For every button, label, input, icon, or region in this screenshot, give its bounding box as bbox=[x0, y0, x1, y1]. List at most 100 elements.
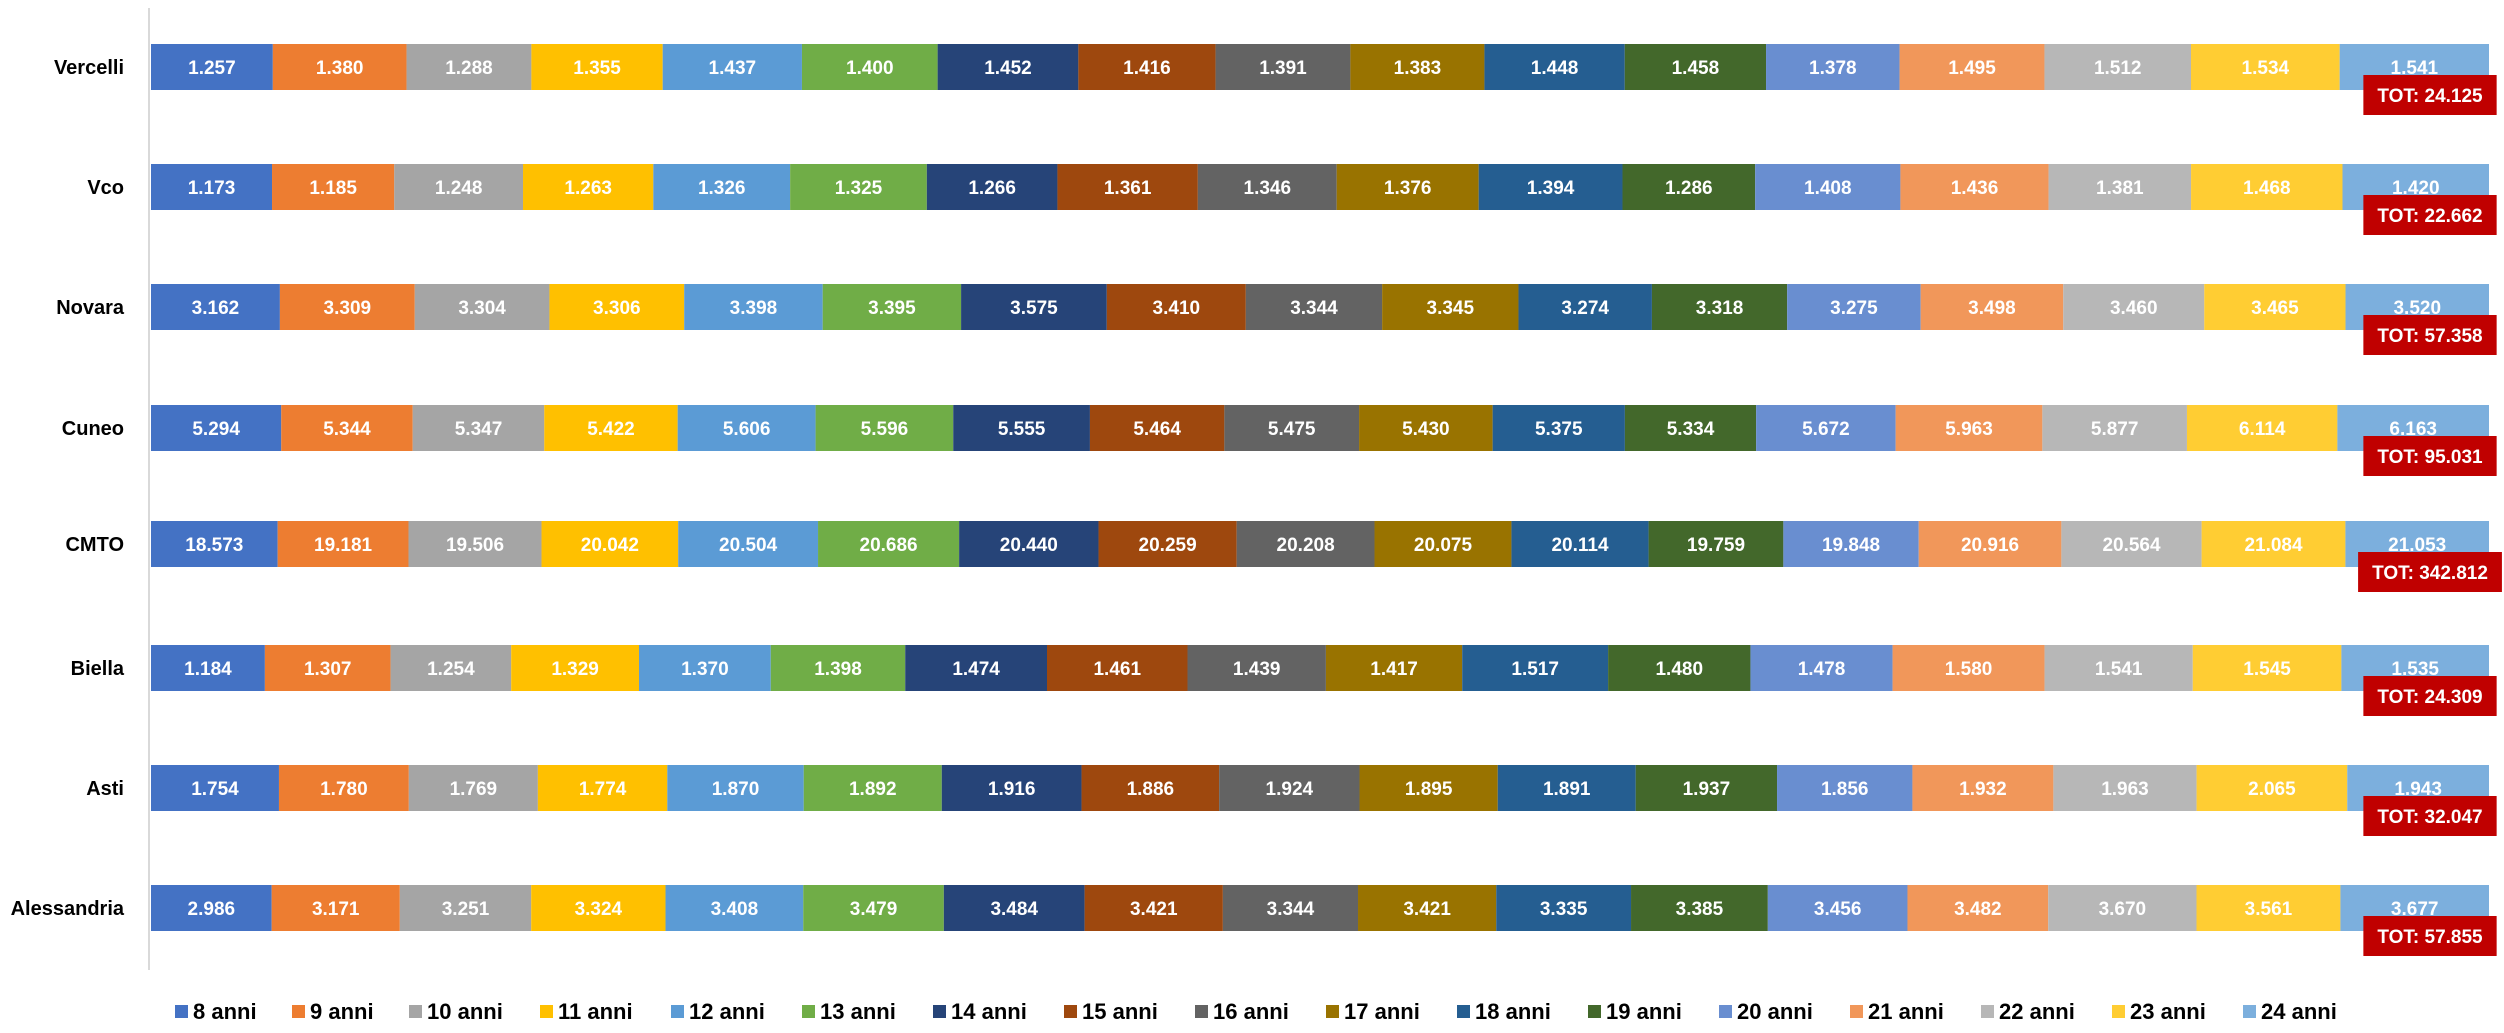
data-label: 5.422 bbox=[587, 419, 635, 440]
bar-segment bbox=[399, 885, 532, 931]
total-badge bbox=[2363, 75, 2497, 115]
legend-label: 10 anni bbox=[427, 999, 503, 1024]
data-label: 20.259 bbox=[1139, 535, 1197, 556]
data-label: 1.754 bbox=[191, 779, 239, 800]
bar-segment bbox=[1631, 885, 1768, 931]
bar-segment bbox=[1081, 765, 1220, 811]
legend-item: 16 anni bbox=[1195, 999, 1289, 1024]
bar-segment bbox=[1350, 44, 1485, 90]
legend-label: 8 anni bbox=[193, 999, 257, 1024]
bar-segment bbox=[2201, 521, 2346, 567]
data-label: 1.263 bbox=[564, 178, 612, 199]
data-label: 3.561 bbox=[2245, 899, 2293, 920]
legend-swatch bbox=[2243, 1005, 2256, 1018]
legend-label: 23 anni bbox=[2130, 999, 2206, 1024]
bar-segment bbox=[953, 405, 1090, 451]
data-label: 1.286 bbox=[1665, 178, 1713, 199]
bar-segment bbox=[151, 284, 280, 330]
bars-group: 1.257 1.380 1.288 1.355 1.437 1.400 1.452 1.416… bbox=[151, 44, 2489, 931]
data-label: 3.398 bbox=[730, 298, 778, 319]
bar-segment bbox=[1900, 164, 2049, 210]
data-label: 1.288 bbox=[445, 58, 493, 79]
category-label: Novara bbox=[56, 297, 125, 319]
data-label: 1.398 bbox=[814, 659, 862, 680]
data-label: 1.437 bbox=[709, 58, 757, 79]
data-label: 5.375 bbox=[1535, 419, 1583, 440]
bar-segment bbox=[408, 521, 542, 567]
legend-swatch bbox=[1326, 1005, 1339, 1018]
data-label: 1.916 bbox=[988, 779, 1036, 800]
total-label: TOT: 57.855 bbox=[2377, 927, 2483, 948]
data-label: 1.325 bbox=[835, 178, 883, 199]
legend-item: 9 anni bbox=[292, 999, 374, 1024]
data-label: 3.251 bbox=[442, 899, 490, 920]
bar-segment bbox=[1608, 645, 1751, 691]
total-badge bbox=[2363, 195, 2497, 235]
data-label: 5.877 bbox=[2091, 419, 2139, 440]
data-label: 3.385 bbox=[1676, 899, 1724, 920]
bar-segment bbox=[511, 645, 640, 691]
data-label: 1.266 bbox=[968, 178, 1016, 199]
bar-segment bbox=[541, 521, 679, 567]
total-badges: TOT: 24.125 TOT: 22.662 TOT: 57.358 TOT: 95… bbox=[2358, 75, 2502, 956]
data-label: 1.892 bbox=[849, 779, 897, 800]
data-label: 1.417 bbox=[1370, 659, 1418, 680]
bar-segment bbox=[2044, 645, 2193, 691]
bar-segment bbox=[1635, 765, 1778, 811]
bar-segment bbox=[905, 645, 1047, 691]
data-label: 3.520 bbox=[2393, 298, 2441, 319]
data-label: 20.042 bbox=[581, 535, 639, 556]
legend-swatch bbox=[1588, 1005, 1601, 1018]
data-label: 1.248 bbox=[435, 178, 483, 199]
bar-segment bbox=[412, 405, 545, 451]
data-label: 1.856 bbox=[1821, 779, 1869, 800]
data-label: 3.304 bbox=[458, 298, 506, 319]
bar-segment bbox=[2191, 44, 2340, 90]
bar-segment bbox=[815, 405, 954, 451]
legend-label: 19 anni bbox=[1606, 999, 1682, 1024]
bar-segment bbox=[1462, 645, 1609, 691]
bar-segment bbox=[2048, 885, 2197, 931]
bar-segment bbox=[523, 164, 654, 210]
category-label: Vco bbox=[87, 177, 124, 199]
data-label: 19.759 bbox=[1687, 535, 1745, 556]
legend-item: 22 anni bbox=[1981, 999, 2075, 1024]
data-label: 3.275 bbox=[1830, 298, 1878, 319]
data-label: 5.294 bbox=[192, 419, 240, 440]
bar-segment bbox=[1358, 885, 1497, 931]
legend-swatch bbox=[1064, 1005, 1077, 1018]
bar-segment bbox=[1359, 405, 1493, 451]
bar-segment bbox=[151, 44, 273, 90]
bar-segment bbox=[943, 885, 1085, 931]
legend-swatch bbox=[409, 1005, 422, 1018]
bar-segment bbox=[151, 164, 273, 210]
legend-label: 11 anni bbox=[558, 999, 633, 1024]
bar-segment bbox=[926, 164, 1058, 210]
data-label: 1.937 bbox=[1683, 779, 1731, 800]
legend-label: 20 anni bbox=[1737, 999, 1813, 1024]
bar-segment bbox=[1622, 164, 1756, 210]
data-label: 3.408 bbox=[711, 899, 759, 920]
total-badge bbox=[2363, 676, 2497, 716]
bar-segment bbox=[1750, 645, 1893, 691]
legend-label: 22 anni bbox=[1999, 999, 2075, 1024]
legend-swatch bbox=[802, 1005, 815, 1018]
data-label: 1.184 bbox=[184, 659, 232, 680]
legend-swatch bbox=[2112, 1005, 2125, 1018]
total-badge bbox=[2363, 916, 2497, 956]
bar-segment bbox=[1382, 284, 1519, 330]
bar-segment bbox=[1047, 645, 1188, 691]
data-label: 3.677 bbox=[2391, 899, 2439, 920]
data-label: 1.517 bbox=[1511, 659, 1559, 680]
data-label: 5.344 bbox=[323, 419, 371, 440]
bar-segment bbox=[408, 765, 538, 811]
data-label: 1.408 bbox=[1804, 178, 1852, 199]
data-label: 3.484 bbox=[990, 899, 1038, 920]
bar-segment bbox=[531, 44, 663, 90]
data-label: 1.480 bbox=[1655, 659, 1703, 680]
total-badge bbox=[2363, 796, 2497, 836]
category-label: Vercelli bbox=[54, 57, 124, 79]
bar-segment bbox=[1325, 645, 1463, 691]
data-label: 1.943 bbox=[2394, 779, 2442, 800]
data-label: 1.870 bbox=[712, 779, 760, 800]
